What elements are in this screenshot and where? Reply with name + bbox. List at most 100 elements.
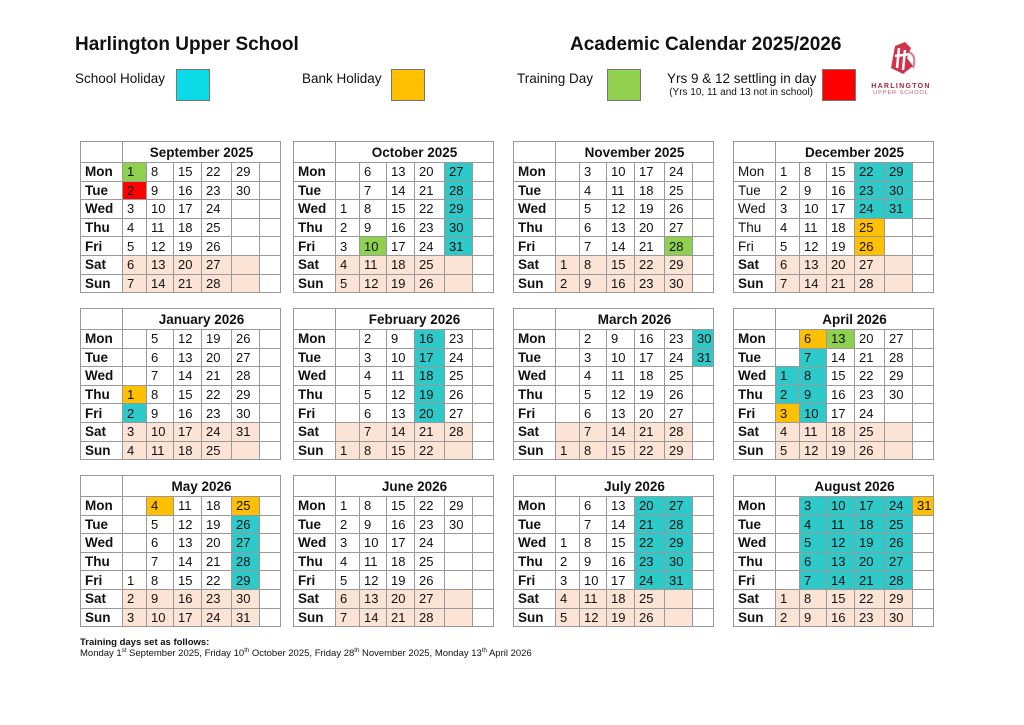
- day-cell: 1: [775, 366, 800, 386]
- day-cell: [911, 162, 935, 182]
- day-cell: 23: [201, 588, 232, 609]
- weekday-label: Sun: [293, 607, 336, 628]
- weekday-label: Tue: [513, 180, 556, 201]
- day-cell: 27: [854, 254, 885, 275]
- day-cell: 29: [884, 588, 913, 609]
- month-table: February 2026 Mon 2 9 16 23 Tue 3 10 17 24 Wed 4 11 18…: [293, 308, 495, 461]
- day-cell: 4: [122, 217, 147, 238]
- day-cell: 30: [231, 588, 260, 609]
- weekday-label: Thu: [513, 217, 556, 238]
- day-cell: 1: [335, 199, 360, 219]
- day-cell: 9: [359, 217, 387, 238]
- header-blank-cell: [80, 475, 123, 497]
- day-cell: 10: [386, 347, 415, 368]
- day-cell: 27: [664, 496, 693, 516]
- weekday-label: Wed: [293, 366, 336, 386]
- weekday-label: Thu: [293, 217, 336, 238]
- day-cell: 13: [386, 162, 415, 182]
- day-cell: 19: [201, 329, 232, 349]
- weekday-label: Thu: [80, 551, 123, 572]
- day-cell: 24: [414, 236, 445, 256]
- day-cell: 3: [122, 421, 147, 442]
- day-cell: 29: [664, 440, 693, 461]
- day-cell: 23: [414, 217, 445, 238]
- weekday-label: Sat: [513, 588, 556, 609]
- day-cell: 17: [386, 533, 415, 553]
- day-cell: [691, 440, 715, 461]
- day-cell: 6: [146, 533, 174, 553]
- day-cell: [691, 199, 715, 219]
- day-cell: 13: [826, 329, 855, 349]
- weekday-label: Mon: [293, 329, 336, 349]
- day-cell: 13: [173, 347, 202, 368]
- weekday-label: Tue: [733, 180, 776, 201]
- day-cell: [884, 421, 913, 442]
- day-cell: 7: [359, 180, 387, 201]
- day-cell: 26: [414, 570, 445, 590]
- weekday-label: Tue: [80, 514, 123, 535]
- weekday-label: Fri: [293, 403, 336, 423]
- day-cell: 6: [146, 347, 174, 368]
- day-cell: [444, 570, 473, 590]
- day-cell: 1: [555, 254, 580, 275]
- day-cell: 27: [201, 254, 232, 275]
- day-cell: 25: [884, 514, 913, 535]
- weekday-label: Sun: [513, 273, 556, 294]
- day-cell: 3: [122, 607, 147, 628]
- day-cell: [471, 440, 495, 461]
- day-cell: 31: [231, 607, 260, 628]
- training-day-item: Monday 1st September 2025,: [80, 648, 205, 660]
- day-cell: [335, 403, 360, 423]
- day-cell: 18: [634, 180, 665, 201]
- day-cell: [471, 514, 495, 535]
- day-cell: 8: [146, 162, 174, 182]
- day-cell: 5: [359, 384, 387, 405]
- day-cell: 14: [826, 347, 855, 368]
- crest-icon: [891, 42, 916, 74]
- day-cell: 2: [122, 180, 147, 201]
- day-cell: 30: [444, 514, 473, 535]
- day-cell: [231, 273, 260, 294]
- day-cell: 20: [414, 403, 445, 423]
- day-cell: 29: [884, 366, 913, 386]
- day-cell: [471, 273, 495, 294]
- day-cell: 9: [146, 588, 174, 609]
- day-cell: 1: [122, 162, 147, 182]
- day-cell: 21: [826, 273, 855, 294]
- day-cell: 4: [579, 366, 607, 386]
- day-cell: 12: [826, 533, 855, 553]
- month-table: May 2026 Mon 4 11 18 25 Tue 5 12 19 26 Wed 6 13 20 27 Th…: [80, 475, 282, 628]
- day-cell: 16: [386, 217, 415, 238]
- day-cell: 20: [414, 162, 445, 182]
- day-cell: 21: [201, 551, 232, 572]
- logo-text-line2: UPPER SCHOOL: [873, 90, 929, 96]
- day-cell: 15: [386, 440, 415, 461]
- day-cell: [122, 496, 147, 516]
- day-cell: [884, 440, 913, 461]
- day-cell: 11: [826, 514, 855, 535]
- weekday-label: Mon: [513, 329, 556, 349]
- day-cell: 15: [173, 570, 202, 590]
- weekday-label: Sun: [733, 440, 776, 461]
- day-cell: [122, 366, 147, 386]
- day-cell: [691, 514, 715, 535]
- day-cell: [258, 366, 282, 386]
- day-cell: [555, 217, 580, 238]
- day-cell: 6: [359, 403, 387, 423]
- day-cell: [691, 551, 715, 572]
- day-cell: 7: [146, 366, 174, 386]
- weekday-label: Fri: [80, 403, 123, 423]
- day-cell: 11: [146, 440, 174, 461]
- day-cell: 17: [173, 607, 202, 628]
- weekday-label: Mon: [80, 496, 123, 516]
- day-cell: 17: [634, 347, 665, 368]
- day-cell: [471, 607, 495, 628]
- day-cell: [911, 347, 935, 368]
- day-cell: 15: [606, 440, 635, 461]
- day-cell: 4: [555, 588, 580, 609]
- day-cell: 4: [775, 217, 800, 238]
- day-cell: 14: [606, 514, 635, 535]
- day-cell: 19: [634, 384, 665, 405]
- day-cell: 26: [231, 514, 260, 535]
- day-cell: 7: [146, 551, 174, 572]
